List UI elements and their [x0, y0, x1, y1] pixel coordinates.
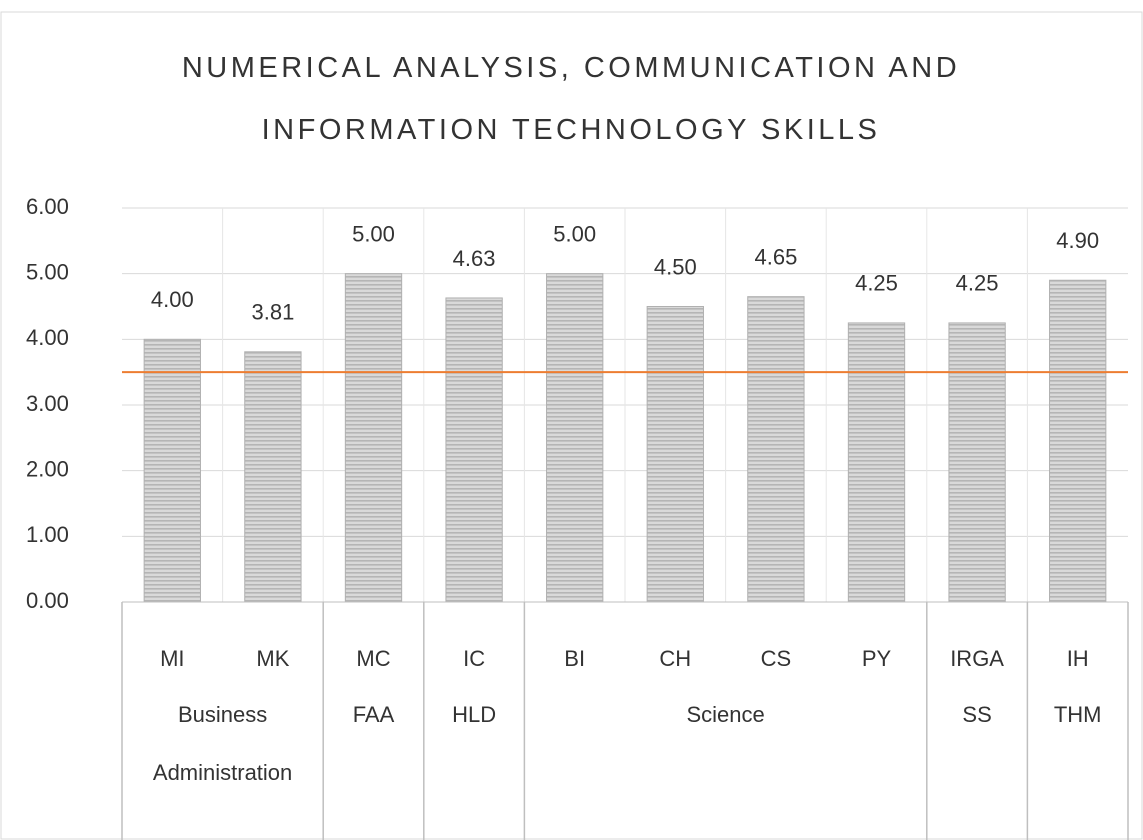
value-label: 5.00: [553, 221, 596, 246]
y-tick-label: 2.00: [26, 456, 69, 481]
y-tick-label: 5.00: [26, 259, 69, 284]
y-tick-label: 3.00: [26, 391, 69, 416]
bar: [948, 322, 1006, 603]
value-label: 4.25: [956, 271, 999, 296]
bar: [546, 273, 604, 603]
group-label: THM: [1053, 702, 1102, 727]
x-tick-label: BI: [564, 646, 585, 671]
value-label: 3.81: [251, 300, 294, 325]
group-label: Science: [686, 702, 765, 727]
y-tick-label: 0.00: [26, 588, 69, 613]
bar: [1049, 279, 1107, 603]
value-label: 4.90: [1056, 228, 1099, 253]
value-label: 4.00: [151, 287, 194, 312]
x-tick-label: IRGA: [950, 646, 1004, 671]
chart-title: NUMERICAL ANALYSIS, COMMUNICATION AND IN…: [181, 52, 961, 146]
bar: [244, 351, 302, 603]
x-tick-label: CS: [761, 646, 792, 671]
x-tick-label: MK: [256, 646, 289, 671]
bar: [143, 338, 201, 603]
x-tick-label: IC: [463, 646, 485, 671]
y-tick-label: 6.00: [26, 194, 69, 219]
bar: [847, 322, 906, 603]
y-tick-label: 4.00: [26, 325, 69, 350]
bar: [344, 273, 403, 603]
y-tick-label: 1.00: [26, 522, 69, 547]
chart-frame: [0, 11, 1143, 840]
group-label: HLD: [452, 702, 497, 727]
x-tick-label: MI: [160, 646, 184, 671]
value-label: 4.50: [654, 254, 697, 279]
value-label: 4.65: [754, 244, 797, 269]
bar: [747, 296, 805, 603]
x-tick-label: PY: [862, 646, 892, 671]
value-label: 4.63: [453, 246, 496, 271]
bar: [646, 306, 704, 603]
group-label: FAA: [352, 702, 395, 727]
x-tick-label: MC: [356, 646, 390, 671]
x-tick-label: IH: [1067, 646, 1089, 671]
value-label: 5.00: [352, 221, 395, 246]
value-label: 4.25: [855, 271, 898, 296]
group-label: SS: [962, 702, 992, 727]
x-tick-label: CH: [659, 646, 691, 671]
bar: [445, 297, 503, 603]
group-label: Business Administration: [152, 702, 293, 785]
